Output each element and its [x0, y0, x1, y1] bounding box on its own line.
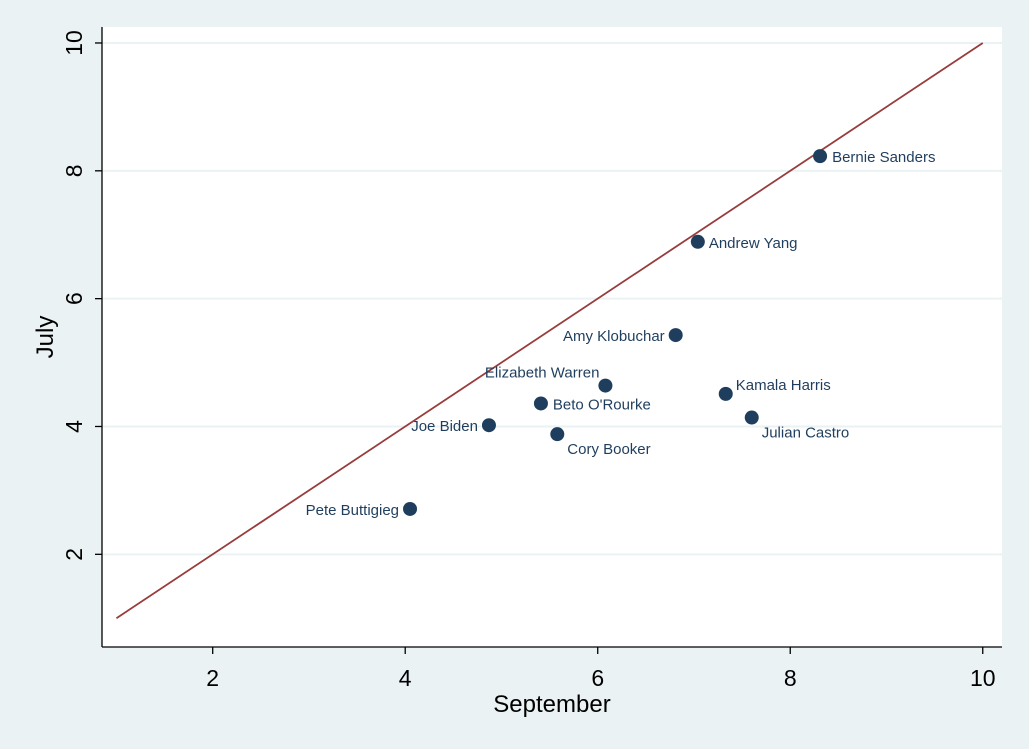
- point-label-bernie-sanders: Bernie Sanders: [832, 149, 935, 166]
- point-joe-biden: [481, 418, 496, 433]
- grid-lines: [102, 41, 1002, 556]
- point-label-julian-castro: Julian Castro: [762, 425, 850, 442]
- x-tick-label-6: 6: [591, 665, 604, 691]
- point-label-andrew-yang: Andrew Yang: [709, 235, 798, 252]
- point-labels: Bernie Sanders Andrew Yang Amy Klobuchar El…: [306, 149, 936, 519]
- point-cory-booker: [550, 427, 565, 442]
- x-tick-label-4: 4: [399, 665, 412, 691]
- point-andrew-yang: [690, 234, 705, 249]
- point-label-amy-klobuchar: Amy Klobuchar: [563, 328, 665, 345]
- point-kamala-harris: [718, 386, 733, 401]
- x-tick-label-10: 10: [970, 665, 996, 691]
- point-bernie-sanders: [813, 149, 828, 164]
- y-tick-label-6: 6: [61, 292, 87, 305]
- point-amy-klobuchar: [668, 328, 683, 343]
- reference-line-layer: [115, 42, 984, 619]
- y-tick-label-2: 2: [61, 548, 87, 561]
- y-tick-label-4: 4: [61, 420, 87, 433]
- point-label-kamala-harris: Kamala Harris: [736, 377, 831, 394]
- axes: [101, 27, 1002, 648]
- y-tick-label-8: 8: [61, 164, 87, 177]
- point-beto-o-rourke: [533, 396, 548, 411]
- x-axis-ticks: 2 4 6 8 10: [206, 647, 996, 691]
- x-tick-label-8: 8: [784, 665, 797, 691]
- point-pete-buttigieg: [403, 501, 418, 516]
- x-axis-title: September: [493, 691, 610, 718]
- y-axis-title: July: [32, 316, 59, 359]
- data-points: [403, 149, 828, 516]
- point-label-elizabeth-warren: Elizabeth Warren: [485, 365, 600, 382]
- x-tick-label-2: 2: [206, 665, 219, 691]
- point-julian-castro: [744, 410, 759, 425]
- y-axis-ticks: 2 4 6 8 10: [61, 30, 102, 561]
- point-label-beto-o-rourke: Beto O'Rourke: [553, 396, 651, 413]
- point-label-pete-buttigieg: Pete Buttigieg: [306, 502, 399, 519]
- point-label-cory-booker: Cory Booker: [567, 441, 650, 458]
- point-elizabeth-warren: [598, 378, 613, 393]
- point-label-joe-biden: Joe Biden: [411, 418, 478, 435]
- y-tick-label-10: 10: [61, 30, 87, 56]
- reference-line: [115, 42, 984, 619]
